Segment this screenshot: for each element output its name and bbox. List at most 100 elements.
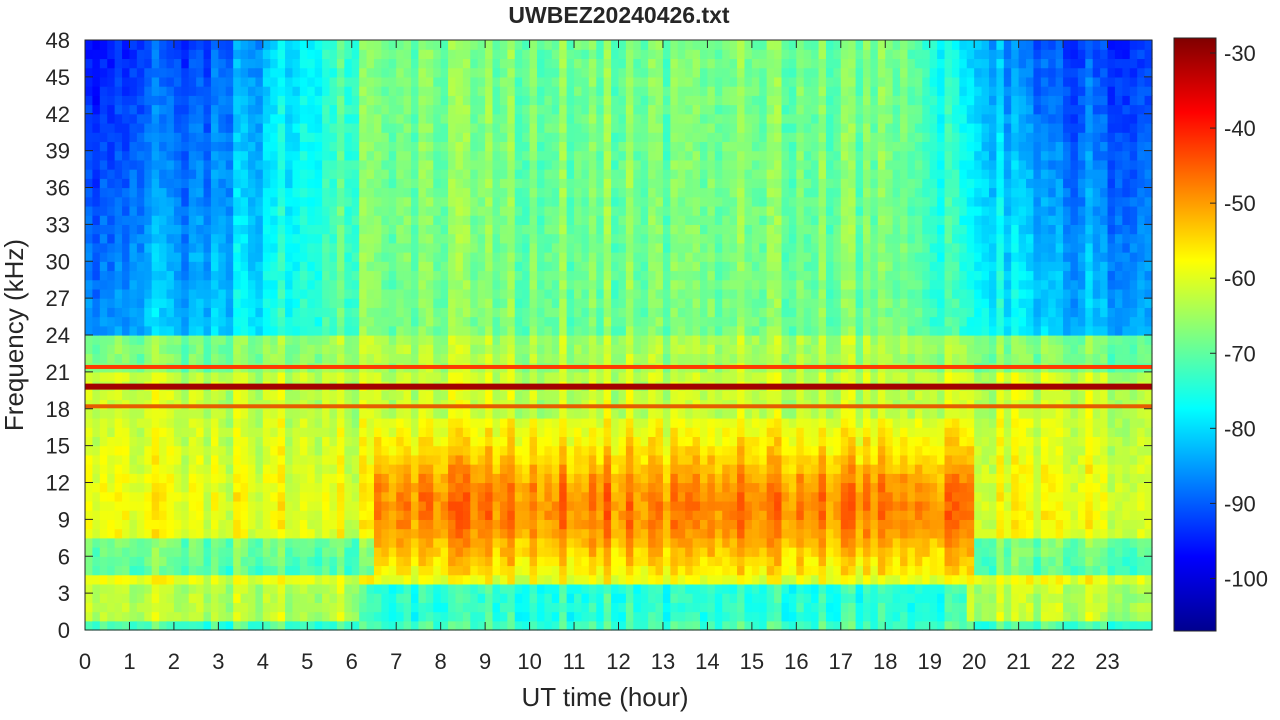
spectrogram-cell: [640, 279, 649, 290]
spectrogram-cell: [640, 288, 649, 299]
spectrogram-cell: [544, 40, 553, 50]
spectrogram-cell: [477, 150, 486, 161]
spectrogram-cell: [114, 159, 123, 170]
spectrogram-cell: [403, 528, 412, 539]
spectrogram-cell: [159, 178, 168, 189]
spectrogram-cell: [329, 298, 338, 308]
spectrogram-cell: [529, 620, 538, 631]
spectrogram-cell: [655, 473, 664, 484]
spectrogram-cell: [307, 86, 316, 96]
spectrogram-cell: [559, 335, 568, 345]
spectrogram-cell: [418, 574, 427, 585]
spectrogram-cell: [344, 187, 353, 198]
spectrogram-cell: [455, 491, 464, 502]
spectrogram-cell: [366, 279, 375, 290]
spectrogram-cell: [366, 491, 375, 502]
spectrogram-cell: [85, 371, 94, 382]
spectrogram-cell: [470, 252, 479, 262]
spectrogram-cell: [144, 178, 153, 189]
spectrogram-cell: [477, 261, 486, 272]
spectrogram-cell: [373, 583, 382, 594]
spectrogram-cell: [396, 279, 405, 290]
spectrogram-cell: [611, 325, 620, 336]
spectrogram-cell: [114, 353, 123, 364]
spectrogram-cell: [588, 390, 597, 401]
spectrogram-cell: [544, 353, 553, 364]
spectrogram-cell: [373, 537, 382, 548]
spectrogram-cell: [322, 224, 331, 235]
spectrogram-cell: [151, 178, 160, 189]
spectrogram-cell: [344, 491, 353, 502]
spectrogram-cell: [351, 58, 360, 69]
spectrogram-cell: [559, 454, 568, 465]
spectrogram-cell: [418, 454, 427, 465]
spectrogram-cell: [655, 113, 664, 124]
spectrogram-cell: [611, 159, 620, 170]
spectrogram-cell: [574, 288, 583, 299]
spectrogram-cell: [166, 49, 175, 60]
spectrogram-cell: [403, 187, 412, 198]
spectrogram-cell: [455, 547, 464, 557]
spectrogram-cell: [233, 95, 242, 106]
spectrogram-cell: [366, 482, 375, 493]
spectrogram-cell: [151, 491, 160, 502]
spectrogram-cell: [625, 224, 634, 235]
spectrogram-cell: [359, 510, 368, 520]
spectrogram-cell: [336, 427, 345, 438]
spectrogram-cell: [574, 473, 583, 484]
spectrogram-cell: [403, 270, 412, 281]
spectrogram-cell: [418, 288, 427, 299]
spectrogram-cell: [373, 593, 382, 603]
spectrogram-cell: [277, 464, 286, 474]
spectrogram-cell: [285, 49, 294, 60]
spectrogram-cell: [99, 178, 108, 189]
spectrogram-cell: [322, 316, 331, 327]
spectrogram-cell: [196, 76, 205, 87]
spectrogram-cell: [144, 233, 153, 244]
spectrogram-cell: [114, 482, 123, 493]
spectrogram-cell: [218, 583, 227, 594]
spectrogram-cell: [336, 196, 345, 207]
spectrogram-cell: [351, 583, 360, 594]
spectrogram-cell: [255, 233, 264, 244]
spectrogram-cell: [307, 132, 316, 143]
spectrogram-cell: [314, 454, 323, 465]
spectrogram-cell: [99, 86, 108, 96]
spectrogram-cell: [559, 132, 568, 143]
spectrogram-cell: [485, 464, 494, 474]
spectrogram-cell: [492, 279, 501, 290]
spectrogram-cell: [322, 49, 331, 60]
spectrogram-cell: [411, 325, 420, 336]
spectrogram-cell: [99, 132, 108, 143]
spectrogram-cell: [344, 500, 353, 511]
spectrogram-cell: [181, 132, 190, 143]
spectrogram-cell: [381, 583, 390, 594]
spectrogram-cell: [433, 445, 442, 456]
spectrogram-cell: [359, 556, 368, 567]
spectrogram-cell: [166, 537, 175, 548]
spectrogram-cell: [492, 40, 501, 50]
spectrogram-cell: [596, 316, 605, 327]
spectrogram-cell: [544, 583, 553, 594]
spectrogram-cell: [574, 344, 583, 355]
spectrogram-cell: [307, 307, 316, 318]
spectrogram-cell: [559, 482, 568, 493]
spectrogram-cell: [336, 464, 345, 474]
spectrogram-cell: [418, 279, 427, 290]
spectrogram-cell: [455, 473, 464, 484]
spectrogram-cell: [640, 556, 649, 567]
spectrogram-cell: [270, 436, 279, 447]
spectrogram-cell: [151, 169, 160, 179]
spectrogram-cell: [107, 113, 116, 124]
spectrogram-cell: [107, 224, 116, 235]
spectrogram-cell: [588, 279, 597, 290]
spectrogram-cell: [462, 76, 471, 87]
spectrogram-cell: [425, 270, 434, 281]
spectrogram-cell: [262, 427, 271, 438]
spectrogram-cell: [566, 40, 575, 50]
spectrogram-cell: [181, 611, 190, 622]
spectrogram-cell: [440, 169, 449, 179]
spectrogram-cell: [485, 298, 494, 308]
spectrogram-cell: [618, 547, 627, 557]
spectrogram-cell: [440, 464, 449, 474]
